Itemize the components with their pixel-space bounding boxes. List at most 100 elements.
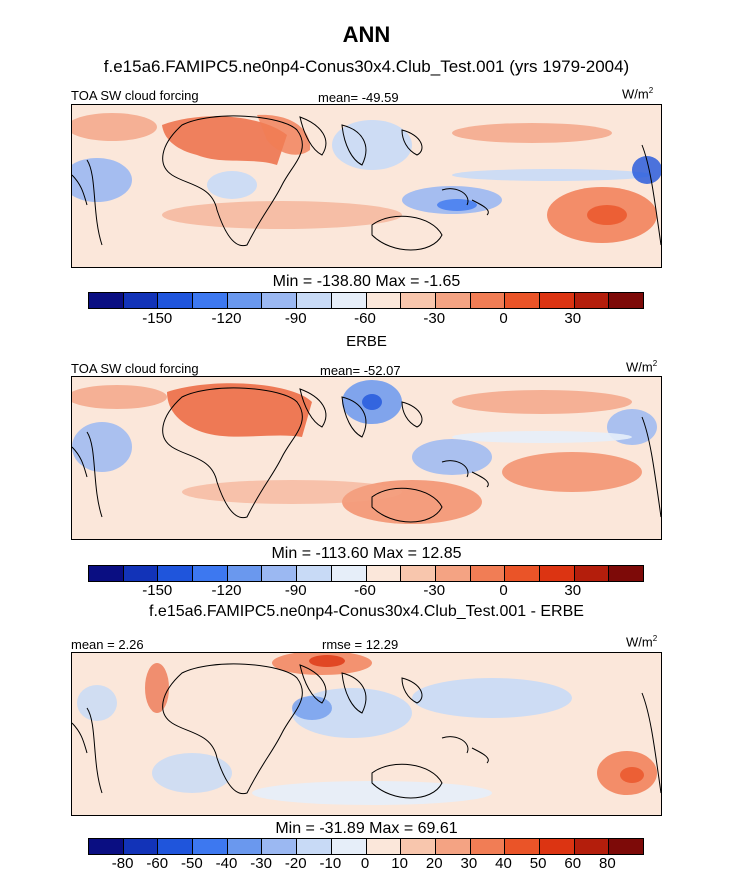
colorbar-tick: 30 [564,310,582,327]
figure-title: ANN [342,22,391,47]
colorbar-tick: -150 [142,582,173,599]
panel-1-heading: f.e15a6.FAMIPC5.ne0np4-Conus30x4.Club_Te… [103,57,630,76]
swatch [158,839,194,854]
panel-3-min-max: Min = -31.89 Max = 69.61 [275,820,458,837]
swatch [539,566,575,581]
panel-2-min-max: Min = -113.60 Max = 12.85 [271,545,462,562]
swatch [262,839,298,854]
colorbar-tick: -150 [142,310,173,327]
swatch [193,566,228,581]
panel-2-colorbar-ticks: -150 -120 -90 -60 -30 0 30 [88,582,642,602]
swatch [401,293,436,308]
north-pacific-warm-band [452,390,632,414]
swatch [227,566,263,581]
swatch [574,566,610,581]
colorbar-tick: -50 [181,855,203,872]
colorbar-tick: -90 [284,582,307,599]
panel-2-variable-label: TOA SW cloud forcing [71,361,199,376]
colorbar-tick: 60 [564,855,582,872]
swatch [331,293,367,308]
west-africa-positive-patch [145,663,169,713]
swatch [505,293,540,308]
panel-1-colorbar [88,292,644,309]
swatch [609,839,643,854]
itcz-band [452,431,632,443]
swatch [609,566,643,581]
swatch [123,839,159,854]
swatch [366,293,402,308]
colorbar-tick: 0 [360,855,370,872]
indian-monsoon-convection [332,120,412,170]
amazon-negative [77,685,117,721]
panel-1-variable-label: TOA SW cloud forcing [71,88,199,103]
swatch [262,293,298,308]
east-pacific-deep-convection [632,156,661,184]
colorbar-tick: -90 [284,310,307,327]
swatch [262,566,298,581]
colorbar-tick: -60 [354,582,376,599]
swatch [366,839,402,854]
colorbar-tick: -120 [211,582,242,599]
panel-3-colorbar [88,838,644,855]
swatch [574,293,610,308]
swatch [470,566,506,581]
central-africa-convection [207,171,257,199]
swatch [609,293,643,308]
colorbar-tick: 0 [499,582,508,599]
panel-1-map [71,104,662,268]
panel-2-mean-label: mean= -52.07 [320,363,401,378]
swatch [158,293,194,308]
panel-3-coastlines [72,663,661,799]
swatch [401,566,436,581]
panel-3-map [71,652,662,816]
swatch [435,839,471,854]
western-pacific-negative [412,678,572,718]
swatch [435,293,471,308]
panel-2-map [71,376,662,540]
swatch [89,839,124,854]
panel-3-mean-label: mean = 2.26 [71,637,144,652]
colorbar-tick: 40 [495,855,512,872]
swatch [297,839,332,854]
swatch [123,566,159,581]
swatch [158,566,194,581]
panel-1-colorbar-ticks: -150 -120 -90 -60 -30 0 30 [88,310,642,330]
colorbar-tick: -60 [146,855,169,872]
colorbar-tick: 80 [599,855,616,872]
swatch [331,566,367,581]
north-atlantic-warm-patch [72,113,157,141]
swatch [297,293,332,308]
colorbar-tick: -20 [284,855,307,872]
southeast-pacific-positive-core [620,767,644,783]
colorbar-tick: 0 [499,310,508,327]
panel-3-heading: f.e15a6.FAMIPC5.ne0np4-Conus30x4.Club_Te… [149,603,584,620]
north-pacific-warm-band [452,123,612,143]
arabian-sea-negative-core [292,696,332,720]
swatch [331,839,367,854]
swatch [539,293,575,308]
panel-2-heading: ERBE [346,333,387,350]
south-indian-ocean-band [162,201,402,229]
swatch [297,566,332,581]
panel-2-units-label: W/m2 [626,359,658,375]
colorbar-tick: -60 [354,310,376,327]
swatch [193,839,228,854]
north-atlantic-warm-patch [72,385,167,409]
swatch [366,566,402,581]
sahara-arabia-bright-field [167,383,312,437]
colorbar-tick: -30 [423,582,446,599]
itcz-band [452,169,652,181]
colorbar-tick: 20 [425,855,443,872]
panel-3-units-label: W/m2 [626,634,658,650]
southeast-pacific-stratus-core [587,205,627,225]
swatch [505,566,540,581]
south-atlantic-negative [152,753,232,793]
panel-2-coastlines [72,387,661,523]
maritime-continent-core [437,199,477,211]
swatch [123,293,159,308]
indian-ocean-band [182,480,402,504]
panel-1-units-label: W/m2 [622,86,654,102]
swatch [539,839,575,854]
panel-1-min-max: Min = -138.80 Max = -1.65 [272,273,461,290]
arabian-peninsula-bright-field [257,114,311,155]
